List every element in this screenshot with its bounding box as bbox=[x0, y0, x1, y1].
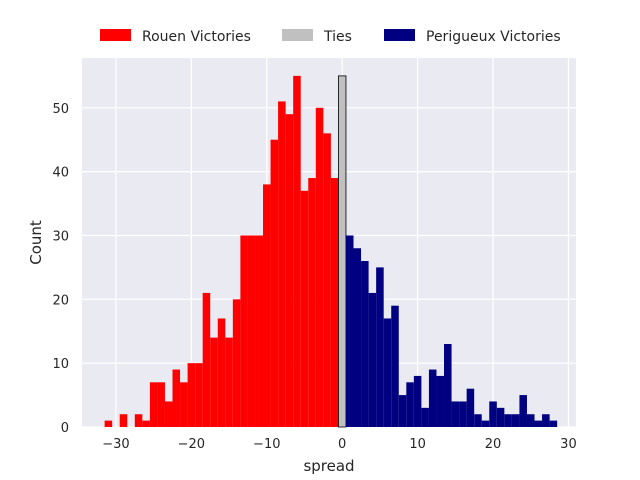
perigueux-victories-bar bbox=[361, 261, 369, 427]
rouen-victories-bar bbox=[278, 101, 286, 427]
rouen-victories-bar bbox=[104, 420, 113, 427]
x-tick-label: 30 bbox=[560, 437, 577, 452]
perigueux-victories-bar bbox=[504, 414, 512, 427]
rouen-victories-bar bbox=[180, 382, 188, 427]
perigueux-victories-bar bbox=[345, 235, 354, 427]
x-tick-label: 10 bbox=[409, 437, 426, 452]
perigueux-victories-bar bbox=[413, 375, 422, 427]
perigueux-victories-legend-label: Perigueux Victories bbox=[426, 29, 561, 45]
y-axis-label: Count bbox=[27, 220, 45, 265]
perigueux-victories-bar bbox=[353, 248, 362, 427]
x-tick-label: 20 bbox=[485, 437, 502, 452]
perigueux-victories-bar bbox=[526, 414, 535, 427]
perigueux-victories-legend-swatch bbox=[384, 29, 415, 41]
perigueux-victories-bar bbox=[444, 344, 452, 427]
y-tick-label: 10 bbox=[52, 357, 69, 372]
rouen-victories-bar bbox=[134, 414, 143, 427]
rouen-victories-bar bbox=[240, 235, 248, 427]
rouen-victories-bar bbox=[315, 107, 324, 428]
rouen-victories-bar bbox=[270, 139, 279, 428]
rouen-victories-bar bbox=[210, 337, 218, 427]
rouen-victories-bar bbox=[308, 178, 316, 427]
ties-legend-swatch bbox=[282, 29, 313, 41]
perigueux-victories-bar bbox=[376, 267, 384, 427]
perigueux-victories-bar bbox=[474, 414, 482, 427]
rouen-victories-bar bbox=[232, 299, 241, 427]
y-tick-label: 30 bbox=[52, 229, 69, 244]
rouen-victories-bar bbox=[293, 75, 301, 428]
perigueux-victories-bar bbox=[534, 420, 543, 427]
rouen-victories-bar bbox=[323, 133, 331, 427]
rouen-victories-bar bbox=[300, 190, 309, 427]
perigueux-victories-bar bbox=[398, 395, 407, 427]
rouen-victories-bar bbox=[255, 235, 264, 427]
rouen-victories-bar bbox=[285, 114, 294, 427]
perigueux-victories-bar bbox=[511, 414, 520, 427]
perigueux-victories-bar bbox=[496, 407, 505, 427]
ties-bar bbox=[338, 75, 347, 428]
perigueux-victories-bar bbox=[549, 420, 558, 427]
bars bbox=[104, 75, 558, 428]
rouen-victories-bar bbox=[142, 420, 150, 427]
perigueux-victories-bar bbox=[451, 401, 460, 427]
rouen-victories-legend-swatch bbox=[100, 29, 131, 41]
rouen-victories-legend-label: Rouen Victories bbox=[142, 29, 251, 45]
x-tick-label: 0 bbox=[338, 437, 346, 452]
y-tick-label: 40 bbox=[52, 166, 69, 181]
y-tick-label: 20 bbox=[52, 293, 69, 308]
perigueux-victories-bar bbox=[542, 414, 550, 427]
perigueux-victories-bar bbox=[436, 375, 445, 427]
y-tick-labels: 0 10 20 30 40 50 bbox=[52, 102, 69, 436]
rouen-victories-bar bbox=[149, 382, 158, 427]
perigueux-victories-bar bbox=[489, 401, 497, 427]
y-tick-label: 50 bbox=[52, 102, 69, 117]
x-axis-label: spread bbox=[303, 457, 354, 475]
perigueux-victories-bar bbox=[406, 382, 414, 427]
rouen-victories-bar bbox=[225, 337, 233, 427]
perigueux-victories-bar bbox=[383, 318, 392, 427]
x-tick-label: −10 bbox=[253, 437, 280, 452]
perigueux-victories-bar bbox=[459, 401, 467, 427]
rouen-victories-bar bbox=[247, 235, 256, 427]
perigueux-victories-bar bbox=[368, 292, 377, 427]
rouen-victories-bar bbox=[195, 363, 203, 427]
rouen-victories-bar bbox=[263, 184, 271, 427]
perigueux-victories-bar bbox=[428, 369, 437, 427]
rouen-victories-bar bbox=[119, 414, 128, 427]
ties-legend-label: Ties bbox=[323, 29, 352, 45]
perigueux-victories-bar bbox=[421, 407, 429, 427]
rouen-victories-bar bbox=[202, 292, 211, 427]
y-tick-label: 0 bbox=[61, 421, 69, 436]
perigueux-victories-bar bbox=[466, 388, 475, 427]
perigueux-victories-bar bbox=[481, 420, 490, 427]
rouen-victories-bar bbox=[187, 363, 196, 427]
rouen-victories-bar bbox=[217, 318, 226, 427]
rouen-victories-bar bbox=[172, 369, 181, 427]
legend: Rouen Victories Ties Perigueux Victories bbox=[100, 29, 561, 45]
x-tick-label: −20 bbox=[178, 437, 205, 452]
perigueux-victories-bar bbox=[519, 395, 527, 427]
x-tick-label: −30 bbox=[102, 437, 129, 452]
x-tick-labels: −30 −20 −10 0 10 20 30 bbox=[102, 437, 577, 452]
perigueux-victories-bar bbox=[391, 305, 399, 427]
rouen-victories-bar bbox=[164, 401, 173, 427]
rouen-victories-bar bbox=[157, 382, 165, 427]
rouen-victories-bar bbox=[330, 178, 339, 427]
